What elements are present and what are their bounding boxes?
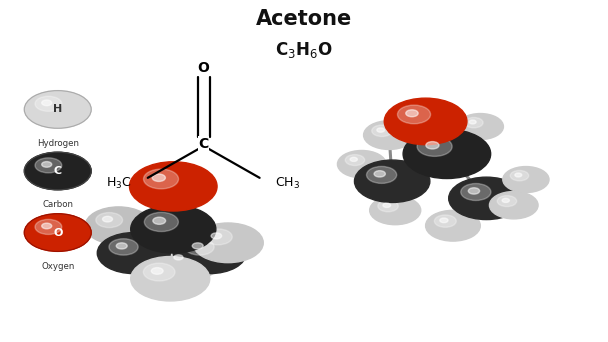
- Circle shape: [377, 128, 384, 132]
- Circle shape: [364, 121, 415, 149]
- Circle shape: [374, 171, 385, 177]
- Circle shape: [383, 203, 390, 208]
- Circle shape: [403, 129, 491, 179]
- Circle shape: [130, 162, 217, 211]
- Text: Acetone: Acetone: [256, 9, 352, 29]
- Circle shape: [211, 233, 222, 239]
- Circle shape: [469, 120, 476, 124]
- Text: C$_3$H$_6$O: C$_3$H$_6$O: [275, 40, 333, 60]
- Circle shape: [158, 246, 219, 280]
- Circle shape: [350, 157, 358, 161]
- Circle shape: [42, 223, 52, 229]
- Text: Carbon: Carbon: [43, 200, 73, 209]
- Circle shape: [370, 196, 421, 225]
- Circle shape: [131, 205, 216, 253]
- Circle shape: [502, 198, 510, 202]
- Circle shape: [144, 212, 178, 232]
- Circle shape: [42, 162, 52, 167]
- Circle shape: [204, 229, 232, 245]
- Circle shape: [24, 91, 91, 128]
- Circle shape: [96, 212, 123, 228]
- Text: C: C: [54, 166, 62, 176]
- Circle shape: [35, 220, 62, 235]
- Circle shape: [371, 125, 392, 136]
- Text: O: O: [53, 227, 63, 238]
- Circle shape: [42, 100, 52, 106]
- Circle shape: [35, 96, 62, 111]
- Text: H: H: [53, 104, 63, 115]
- Circle shape: [510, 170, 529, 181]
- Circle shape: [367, 167, 396, 183]
- Text: CH$_3$: CH$_3$: [275, 175, 300, 190]
- Circle shape: [168, 251, 192, 265]
- Circle shape: [24, 214, 91, 251]
- Circle shape: [465, 117, 483, 128]
- Circle shape: [174, 255, 183, 260]
- Circle shape: [461, 184, 491, 200]
- Circle shape: [85, 207, 152, 245]
- Circle shape: [35, 158, 62, 173]
- Circle shape: [345, 155, 365, 166]
- Circle shape: [103, 216, 112, 222]
- Circle shape: [384, 98, 467, 145]
- Text: Oxygen: Oxygen: [41, 262, 74, 271]
- Text: C: C: [199, 137, 209, 150]
- Circle shape: [193, 223, 263, 263]
- Circle shape: [489, 192, 538, 219]
- Circle shape: [337, 150, 386, 178]
- Circle shape: [398, 105, 430, 124]
- Circle shape: [192, 243, 203, 249]
- Circle shape: [497, 196, 517, 207]
- Circle shape: [515, 173, 522, 177]
- Text: Hydrogen: Hydrogen: [36, 139, 79, 147]
- Circle shape: [434, 215, 456, 227]
- Text: O: O: [198, 62, 210, 75]
- Circle shape: [354, 160, 430, 202]
- Circle shape: [143, 169, 179, 189]
- Circle shape: [151, 267, 163, 274]
- Circle shape: [97, 233, 170, 274]
- Circle shape: [109, 239, 138, 255]
- Circle shape: [153, 217, 165, 224]
- Circle shape: [173, 233, 246, 274]
- Circle shape: [378, 200, 398, 212]
- Circle shape: [468, 188, 480, 194]
- Circle shape: [440, 218, 448, 223]
- Circle shape: [143, 263, 175, 281]
- Circle shape: [406, 110, 418, 117]
- Circle shape: [185, 239, 214, 255]
- Circle shape: [457, 114, 503, 140]
- Text: H$_3$C: H$_3$C: [106, 175, 132, 190]
- Circle shape: [152, 174, 165, 182]
- Circle shape: [426, 210, 480, 241]
- Circle shape: [503, 167, 549, 193]
- Circle shape: [24, 152, 91, 190]
- Circle shape: [449, 177, 524, 220]
- Circle shape: [116, 243, 127, 249]
- Circle shape: [417, 137, 452, 156]
- Circle shape: [426, 142, 439, 149]
- Circle shape: [131, 256, 210, 301]
